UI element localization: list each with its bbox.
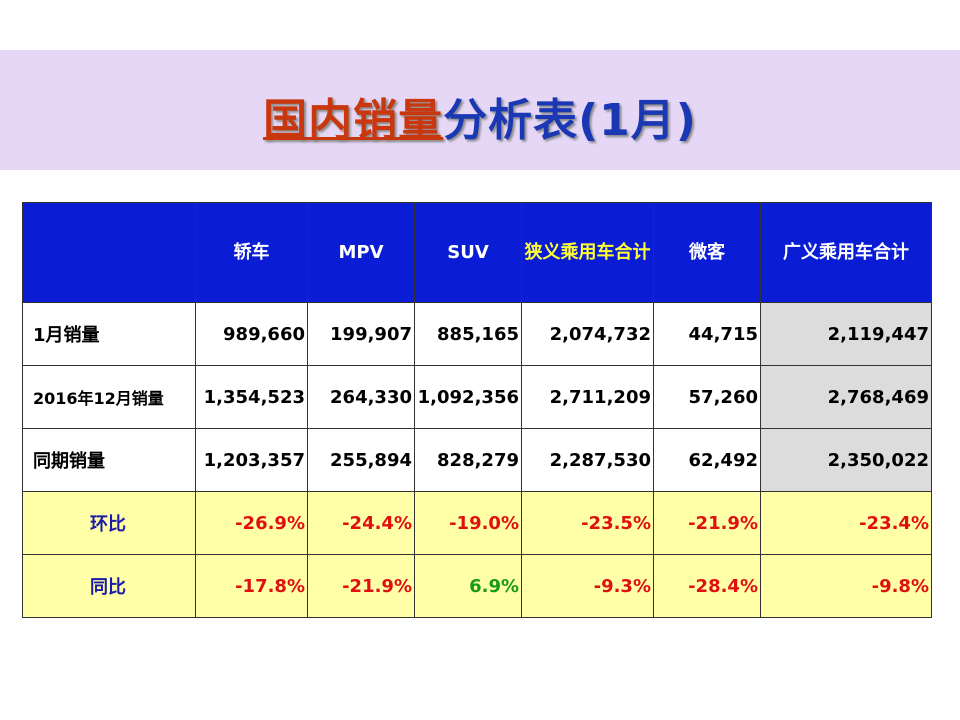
table-header-row: 轿车 MPV SUV 狭义乘用车合计 微客 广义乘用车合计 [22, 202, 932, 303]
table-cell: 255,894 [307, 428, 415, 492]
table-row-mom: 环比 -26.9% -24.4% -19.0% -23.5% -21.9% -2… [22, 491, 932, 555]
header-cell-mpv: MPV [307, 202, 415, 303]
page-title: 国内销量分析表(1月) [0, 84, 960, 148]
header-cell-broad-total: 广义乘用车合计 [760, 202, 932, 303]
row-label: 环比 [22, 491, 196, 555]
table-cell: 828,279 [414, 428, 522, 492]
header-cell-sedan: 轿车 [195, 202, 308, 303]
table-cell: -9.8% [760, 554, 932, 618]
table-cell: 44,715 [653, 302, 761, 366]
table-cell: 1,092,356 [414, 365, 522, 429]
table-cell-total: 2,350,022 [760, 428, 932, 492]
table-cell: -26.9% [195, 491, 308, 555]
table-cell: -23.4% [760, 491, 932, 555]
row-label: 1月销量 [22, 302, 196, 366]
table-cell: 199,907 [307, 302, 415, 366]
sales-analysis-table: 轿车 MPV SUV 狭义乘用车合计 微客 广义乘用车合计 1月销量 989,6… [22, 202, 932, 618]
table-cell: 62,492 [653, 428, 761, 492]
table-cell: -19.0% [414, 491, 522, 555]
table-cell-total: 2,119,447 [760, 302, 932, 366]
table-cell: -24.4% [307, 491, 415, 555]
table-cell: 264,330 [307, 365, 415, 429]
table-row: 同期销量 1,203,357 255,894 828,279 2,287,530… [22, 428, 932, 492]
table-cell: -21.9% [653, 491, 761, 555]
table-cell: -23.5% [521, 491, 654, 555]
row-label: 同期销量 [22, 428, 196, 492]
table-row: 1月销量 989,660 199,907 885,165 2,074,732 4… [22, 302, 932, 366]
title-blue-part: 分析表(1月) [443, 95, 697, 146]
table-cell: -28.4% [653, 554, 761, 618]
table-cell: -9.3% [521, 554, 654, 618]
table-cell: 1,354,523 [195, 365, 308, 429]
table-row-yoy: 同比 -17.8% -21.9% 6.9% -9.3% -28.4% -9.8% [22, 554, 932, 618]
table-cell: -17.8% [195, 554, 308, 618]
table-cell-total: 2,768,469 [760, 365, 932, 429]
row-label: 2016年12月销量 [22, 365, 196, 429]
table-cell: 57,260 [653, 365, 761, 429]
table-cell: 989,660 [195, 302, 308, 366]
table-cell: 1,203,357 [195, 428, 308, 492]
table-row: 2016年12月销量 1,354,523 264,330 1,092,356 2… [22, 365, 932, 429]
title-band [0, 50, 960, 170]
row-label: 同比 [22, 554, 196, 618]
table-cell: 2,711,209 [521, 365, 654, 429]
header-cell-narrow-total: 狭义乘用车合计 [521, 202, 654, 303]
table-cell-positive: 6.9% [414, 554, 522, 618]
header-cell-suv: SUV [414, 202, 522, 303]
header-cell-minivan: 微客 [653, 202, 761, 303]
title-red-part: 国内销量 [263, 95, 444, 146]
table-cell: -21.9% [307, 554, 415, 618]
header-cell-empty [22, 202, 196, 303]
table-cell: 2,074,732 [521, 302, 654, 366]
table-cell: 885,165 [414, 302, 522, 366]
table-cell: 2,287,530 [521, 428, 654, 492]
